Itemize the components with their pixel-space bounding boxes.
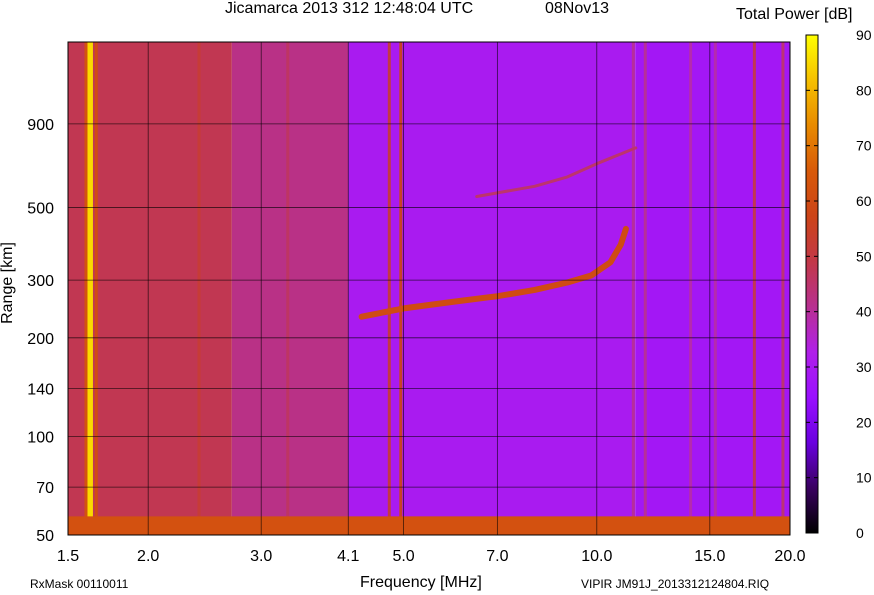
rx-mask-label: RxMask 00110011 [30, 577, 129, 591]
colorbar-tick-label: 30 [856, 359, 872, 375]
y-tick-label: 70 [36, 480, 54, 497]
y-axis-ticks: 50 70 100 140 200 300 500 900 [27, 117, 54, 545]
interference-line [643, 42, 647, 535]
colorbar-tick-label: 80 [856, 82, 872, 98]
colorbar-tick-label: 0 [856, 525, 864, 541]
interference-line [85, 42, 93, 535]
y-tick-label: 900 [27, 117, 54, 134]
y-tick-label: 100 [27, 429, 54, 446]
x-axis-ticks: 1.5 2.0 3.0 4.1 5.0 7.0 10.0 15.0 20.0 [57, 548, 806, 565]
heatmap-band [635, 42, 790, 535]
colorbar-tick-label: 50 [856, 248, 872, 264]
file-name-label: VIPIR JM91J_2013312124804.RIQ [581, 577, 770, 591]
x-tick-label: 10.0 [581, 548, 612, 565]
heatmap-band [348, 42, 636, 535]
interference-line [94, 42, 98, 535]
x-tick-label: 2.0 [137, 548, 159, 565]
interference-line [197, 42, 201, 535]
colorbar-tick-label: 90 [856, 27, 872, 43]
interference-line [631, 42, 635, 535]
y-tick-label: 140 [27, 382, 54, 399]
colorbar-title: Total Power [dB] [736, 6, 853, 23]
chart-date: 08Nov13 [545, 0, 610, 17]
interference-line [781, 42, 785, 535]
x-tick-label: 7.0 [486, 548, 508, 565]
interference-line [387, 42, 391, 535]
x-tick-label: 15.0 [694, 548, 725, 565]
x-tick-label: 5.0 [392, 548, 414, 565]
x-tick-label: 20.0 [774, 548, 805, 565]
interference-line [286, 42, 290, 535]
y-tick-label: 500 [27, 200, 54, 217]
interference-line [713, 42, 717, 535]
x-tick-label: 3.0 [250, 548, 272, 565]
x-tick-label: 4.1 [337, 548, 359, 565]
x-axis-label: Frequency [MHz] [360, 574, 482, 591]
echo-trace [475, 146, 638, 198]
interference-line [84, 42, 88, 535]
echo-trace [358, 225, 629, 320]
interference-line [399, 42, 403, 535]
y-tick-label: 300 [27, 273, 54, 290]
echo-traces [358, 146, 638, 320]
interference-line [752, 42, 756, 535]
y-tick-label: 50 [36, 528, 54, 545]
chart-title: Jicamarca 2013 312 12:48:04 UTC [225, 0, 474, 17]
ground-echo-band [68, 516, 790, 535]
plot-frame [67, 41, 791, 536]
colorbar-ticks: 0 10 20 30 40 50 60 70 80 90 [806, 27, 872, 541]
x-tick-label: 1.5 [57, 548, 79, 565]
interference-line [689, 42, 693, 535]
colorbar [805, 34, 819, 534]
heatmap-layer [68, 42, 790, 535]
colorbar-tick-label: 40 [856, 304, 872, 320]
colorbar-tick-label: 70 [856, 138, 872, 154]
colorbar-tick-label: 20 [856, 414, 872, 430]
colorbar-tick-label: 60 [856, 193, 872, 209]
colorbar-tick-label: 10 [856, 470, 872, 486]
y-tick-label: 200 [27, 331, 54, 348]
heatmap-band [231, 42, 349, 535]
